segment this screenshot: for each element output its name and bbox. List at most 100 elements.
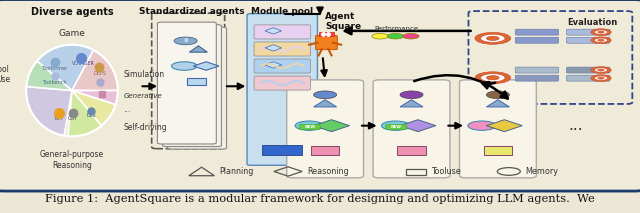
Text: NEW: NEW — [305, 125, 315, 129]
FancyBboxPatch shape — [515, 37, 559, 43]
Circle shape — [475, 32, 511, 44]
Polygon shape — [265, 28, 282, 34]
Wedge shape — [72, 91, 118, 105]
Wedge shape — [26, 61, 72, 91]
Circle shape — [486, 76, 499, 80]
Circle shape — [486, 91, 509, 99]
Bar — [311, 146, 339, 155]
Text: ⊕: ⊕ — [183, 38, 188, 43]
Circle shape — [591, 75, 611, 82]
Text: Evaluation: Evaluation — [567, 18, 617, 27]
Circle shape — [591, 37, 611, 44]
Polygon shape — [400, 100, 423, 107]
Wedge shape — [68, 91, 102, 136]
Bar — [319, 32, 334, 36]
Circle shape — [595, 76, 607, 80]
Text: ...: ... — [568, 118, 583, 133]
Bar — [397, 146, 426, 155]
Circle shape — [598, 69, 604, 71]
Circle shape — [591, 67, 611, 73]
Circle shape — [400, 91, 423, 99]
Polygon shape — [193, 62, 219, 70]
Circle shape — [481, 34, 505, 42]
Wedge shape — [72, 91, 116, 126]
Text: Self-driving: Self-driving — [124, 123, 167, 132]
Wedge shape — [37, 45, 93, 91]
FancyBboxPatch shape — [300, 124, 320, 130]
FancyBboxPatch shape — [460, 80, 536, 178]
Circle shape — [381, 121, 410, 130]
Text: TOT: TOT — [53, 117, 63, 121]
Text: Diverse agents: Diverse agents — [31, 7, 114, 17]
Bar — [262, 145, 302, 155]
Polygon shape — [265, 62, 282, 68]
Text: Game: Game — [59, 29, 85, 38]
Circle shape — [372, 33, 388, 39]
Polygon shape — [486, 120, 522, 132]
Text: Dilu: Dilu — [86, 113, 96, 118]
Text: Module pool: Module pool — [251, 7, 314, 16]
Bar — [406, 169, 426, 175]
Text: ...: ... — [124, 105, 131, 114]
FancyBboxPatch shape — [316, 36, 337, 50]
FancyBboxPatch shape — [373, 80, 450, 178]
Text: VOYAGER: VOYAGER — [72, 60, 95, 66]
Polygon shape — [314, 100, 337, 107]
Bar — [484, 146, 512, 155]
FancyBboxPatch shape — [0, 0, 640, 191]
Circle shape — [403, 33, 419, 39]
Circle shape — [486, 36, 499, 40]
FancyBboxPatch shape — [254, 42, 310, 56]
Wedge shape — [26, 86, 72, 136]
Circle shape — [598, 77, 604, 79]
Text: NEW: NEW — [391, 125, 401, 129]
FancyBboxPatch shape — [163, 25, 221, 147]
Circle shape — [314, 91, 337, 99]
Circle shape — [468, 121, 496, 130]
Text: COT: COT — [68, 117, 78, 121]
Text: Toolformer: Toolformer — [42, 66, 68, 71]
Circle shape — [481, 74, 505, 82]
Text: Reasoning: Reasoning — [307, 167, 349, 176]
Text: Memory: Memory — [525, 167, 559, 176]
Text: Toolbench: Toolbench — [42, 80, 67, 85]
Text: Performance: Performance — [375, 26, 419, 32]
FancyBboxPatch shape — [254, 25, 310, 39]
FancyBboxPatch shape — [515, 75, 559, 81]
Wedge shape — [72, 50, 118, 91]
Polygon shape — [189, 46, 207, 52]
Polygon shape — [265, 79, 282, 85]
Text: Figure 1:  AgentSquare is a modular framework for designing and optimizing LLM a: Figure 1: AgentSquare is a modular frame… — [45, 194, 595, 204]
FancyBboxPatch shape — [254, 59, 310, 73]
Text: Agent
Square: Agent Square — [325, 12, 361, 31]
Polygon shape — [400, 120, 436, 132]
Text: Tool
Use: Tool Use — [0, 65, 10, 84]
FancyBboxPatch shape — [157, 22, 216, 144]
Circle shape — [595, 68, 607, 72]
Text: General-purpose
Reasoning: General-purpose Reasoning — [40, 150, 104, 170]
Circle shape — [591, 29, 611, 36]
FancyBboxPatch shape — [468, 11, 632, 104]
FancyBboxPatch shape — [168, 27, 227, 149]
Circle shape — [172, 62, 197, 70]
Circle shape — [295, 121, 323, 130]
Circle shape — [387, 33, 404, 39]
Text: Planning: Planning — [220, 167, 254, 176]
Text: Standardized agents: Standardized agents — [139, 7, 245, 16]
Polygon shape — [314, 120, 349, 132]
FancyBboxPatch shape — [515, 67, 559, 73]
FancyBboxPatch shape — [566, 67, 610, 73]
Circle shape — [598, 31, 604, 33]
Text: Tooluse: Tooluse — [431, 167, 460, 176]
FancyBboxPatch shape — [254, 76, 310, 90]
FancyBboxPatch shape — [566, 37, 610, 43]
Text: DEPS: DEPS — [94, 71, 107, 76]
FancyBboxPatch shape — [566, 29, 610, 35]
Circle shape — [475, 72, 511, 84]
Polygon shape — [265, 45, 282, 51]
Text: Simulation: Simulation — [124, 70, 164, 79]
FancyBboxPatch shape — [566, 75, 610, 81]
Bar — [187, 78, 206, 85]
Polygon shape — [486, 100, 509, 107]
Circle shape — [598, 39, 604, 41]
